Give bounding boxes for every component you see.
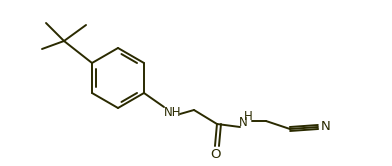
- Text: O: O: [211, 149, 221, 162]
- Text: H: H: [243, 111, 252, 124]
- Text: N: N: [239, 117, 247, 129]
- Text: NH: NH: [164, 106, 182, 119]
- Text: N: N: [321, 121, 331, 133]
